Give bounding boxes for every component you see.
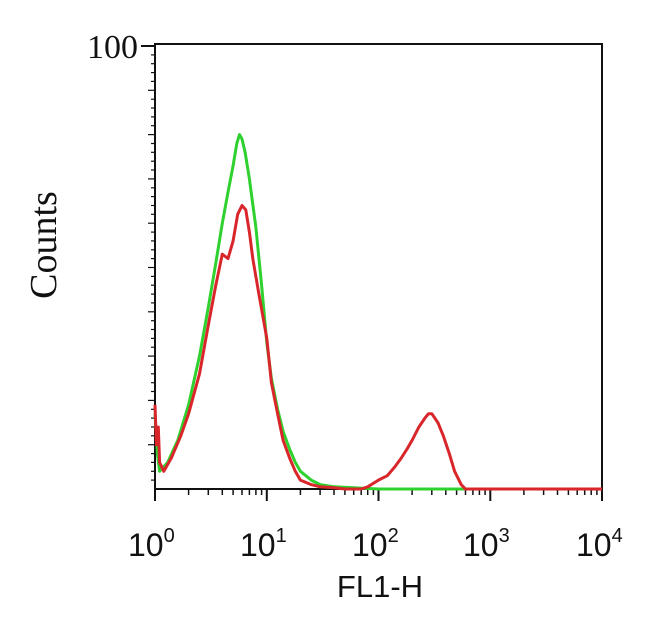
x-axis-label: FL1-H (337, 569, 423, 604)
x-tick-label-10e2: 102 (352, 525, 399, 563)
y-minor-ticks (148, 54, 155, 481)
y-tick-label-100: 100 (87, 29, 138, 66)
y-axis-label: Counts (23, 191, 65, 299)
x-tick-label-10e3: 103 (463, 525, 510, 563)
x-tick-label-10e1: 101 (240, 525, 287, 563)
plot-frame (154, 43, 603, 490)
series-line-green (153, 133, 602, 491)
x-log-ticks (154, 489, 603, 501)
series-line-red (153, 204, 602, 491)
x-tick-labels: 100 101 102 103 104 (128, 525, 623, 563)
x-tick-label-10e4: 104 (576, 525, 623, 563)
x-tick-label-10e0: 100 (128, 525, 175, 563)
